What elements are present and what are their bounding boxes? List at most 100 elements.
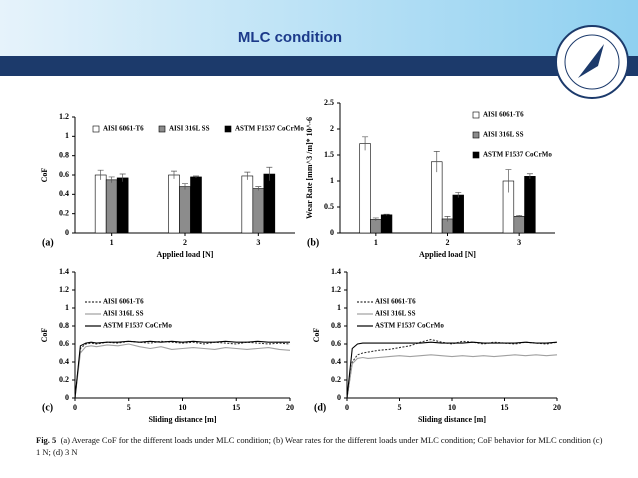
header-bar (0, 56, 638, 76)
y-tick-label: 1 (337, 303, 341, 312)
legend-label: AISI 316L SS (483, 131, 524, 139)
x-tick-label: 15 (501, 403, 509, 412)
y-tick-label: 1.4 (331, 267, 341, 276)
bar (105, 179, 118, 234)
y-axis-label: CoF (40, 168, 49, 183)
y-tick-label: 0.2 (59, 375, 69, 384)
panel-label: (c) (42, 402, 53, 413)
y-tick-label: 0.4 (331, 357, 341, 366)
error-bar (455, 192, 462, 198)
bar (452, 194, 464, 234)
line-series (74, 340, 291, 399)
y-tick-label: 0 (65, 228, 69, 237)
error-bar (171, 170, 177, 179)
caption-label: Fig. 5 (36, 435, 57, 445)
header-band (0, 0, 638, 56)
legend-label: AISI 316L SS (103, 310, 144, 318)
legend-label: AISI 6061-T6 (103, 125, 144, 133)
y-tick-label: 0.6 (331, 339, 341, 348)
y-tick-label: 0 (65, 393, 69, 402)
legend-label: ASTM F1537 CoCrMo (103, 322, 172, 330)
error-bar (255, 186, 262, 191)
panel-label: (a) (42, 237, 54, 248)
y-tick-label: 2 (330, 124, 334, 133)
panel-label: (d) (314, 402, 326, 413)
x-tick-label: 15 (232, 403, 240, 412)
x-axis-label: Sliding distance [m] (418, 415, 486, 424)
y-tick-label: 0.8 (59, 321, 69, 330)
legend-label: AISI 6061-T6 (483, 111, 524, 119)
y-tick-label: 0.4 (59, 189, 69, 198)
x-tick-label: 5 (398, 403, 402, 412)
bar (263, 173, 276, 234)
bar (431, 161, 443, 234)
legend-label: ASTM F1537 CoCrMo (235, 125, 304, 133)
y-axis-label: Wear Rate [mm^3 /m]* 10^-6 (305, 117, 314, 219)
error-bar (119, 173, 126, 182)
bar (116, 177, 129, 234)
y-tick-label: 0.8 (331, 321, 341, 330)
bar (252, 188, 265, 234)
y-tick-label: 0.2 (59, 208, 69, 217)
logo-emblem (578, 44, 604, 78)
legend-label: AISI 6061-T6 (375, 298, 416, 306)
line-series (346, 341, 558, 399)
error-bar (362, 136, 369, 151)
x-tick-label: 2 (446, 238, 450, 247)
x-tick-label: 5 (127, 403, 131, 412)
error-bar (244, 171, 251, 180)
y-tick-label: 0.5 (324, 202, 334, 211)
y-tick-label: 1.5 (324, 150, 334, 159)
x-axis-label: Applied load [N] (419, 250, 476, 259)
bar (94, 174, 107, 234)
error-bar (193, 175, 199, 178)
y-tick-label: 0.8 (59, 150, 69, 159)
y-tick-label: 0.6 (59, 339, 69, 348)
error-bar (444, 216, 451, 222)
error-bar (516, 214, 523, 218)
x-tick-label: 0 (73, 403, 77, 412)
y-tick-label: 2.5 (324, 98, 334, 107)
y-axis-label: CoF (40, 328, 49, 343)
x-tick-label: 1 (110, 238, 114, 247)
line-series (74, 343, 291, 399)
x-tick-label: 3 (256, 238, 260, 247)
y-tick-label: 1.2 (331, 285, 341, 294)
bar (359, 143, 371, 234)
line-series (74, 340, 290, 399)
line-series (346, 338, 558, 399)
caption: Fig. 5 (a) Average CoF for the different… (36, 434, 606, 458)
y-tick-label: 1 (330, 176, 334, 185)
bar (179, 186, 191, 234)
y-tick-label: 0.6 (59, 170, 69, 179)
x-tick-label: 10 (179, 403, 187, 412)
bar (168, 174, 180, 234)
y-axis-label: CoF (312, 328, 321, 343)
x-tick-label: 0 (345, 403, 349, 412)
legend-swatch (472, 131, 480, 139)
error-bar (433, 151, 440, 173)
y-tick-label: 1.4 (59, 267, 69, 276)
x-tick-label: 20 (553, 403, 561, 412)
legend-swatch (472, 151, 480, 159)
x-axis-label: Applied load [N] (157, 250, 214, 259)
y-tick-label: 0.2 (331, 375, 341, 384)
error-bar (505, 169, 512, 193)
legend-label: AISI 316L SS (375, 310, 416, 318)
legend-label: ASTM F1537 CoCrMo (375, 322, 444, 330)
y-tick-label: 1.2 (59, 285, 69, 294)
logo-ring (564, 34, 620, 90)
caption-text: (a) Average CoF for the different loads … (36, 435, 603, 457)
legend-label: AISI 6061-T6 (103, 298, 144, 306)
error-bar (97, 169, 104, 180)
y-tick-label: 0 (330, 228, 334, 237)
line-series (346, 354, 558, 399)
bar (190, 176, 202, 234)
x-tick-label: 2 (183, 238, 187, 247)
legend-swatch (158, 125, 166, 133)
x-tick-label: 3 (517, 238, 521, 247)
error-bar (383, 213, 390, 216)
legend-swatch (224, 125, 232, 133)
